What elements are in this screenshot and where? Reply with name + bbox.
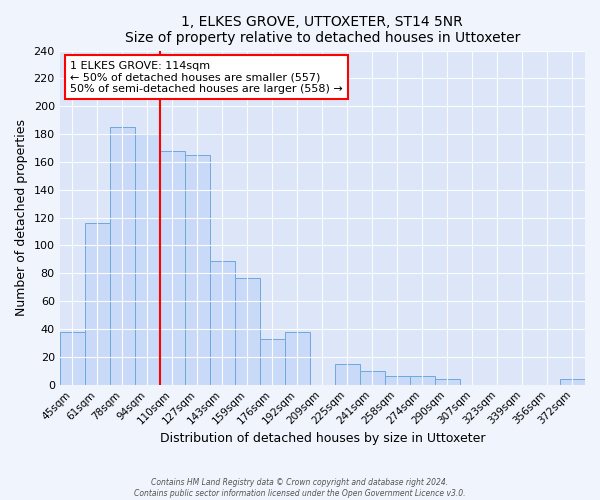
Bar: [210, 261, 235, 384]
Bar: [560, 379, 585, 384]
Bar: [110, 127, 135, 384]
Bar: [410, 376, 435, 384]
Y-axis label: Number of detached properties: Number of detached properties: [15, 119, 28, 316]
Bar: [285, 332, 310, 384]
X-axis label: Distribution of detached houses by size in Uttoxeter: Distribution of detached houses by size …: [160, 432, 485, 445]
Text: 1 ELKES GROVE: 114sqm
← 50% of detached houses are smaller (557)
50% of semi-det: 1 ELKES GROVE: 114sqm ← 50% of detached …: [70, 60, 343, 94]
Bar: [185, 155, 210, 384]
Bar: [135, 134, 160, 384]
Title: 1, ELKES GROVE, UTTOXETER, ST14 5NR
Size of property relative to detached houses: 1, ELKES GROVE, UTTOXETER, ST14 5NR Size…: [125, 15, 520, 45]
Text: Contains HM Land Registry data © Crown copyright and database right 2024.
Contai: Contains HM Land Registry data © Crown c…: [134, 478, 466, 498]
Bar: [260, 339, 285, 384]
Bar: [385, 376, 410, 384]
Bar: [59, 332, 85, 384]
Bar: [335, 364, 360, 384]
Bar: [235, 278, 260, 384]
Bar: [360, 371, 385, 384]
Bar: [85, 223, 110, 384]
Bar: [435, 379, 460, 384]
Bar: [160, 151, 185, 384]
